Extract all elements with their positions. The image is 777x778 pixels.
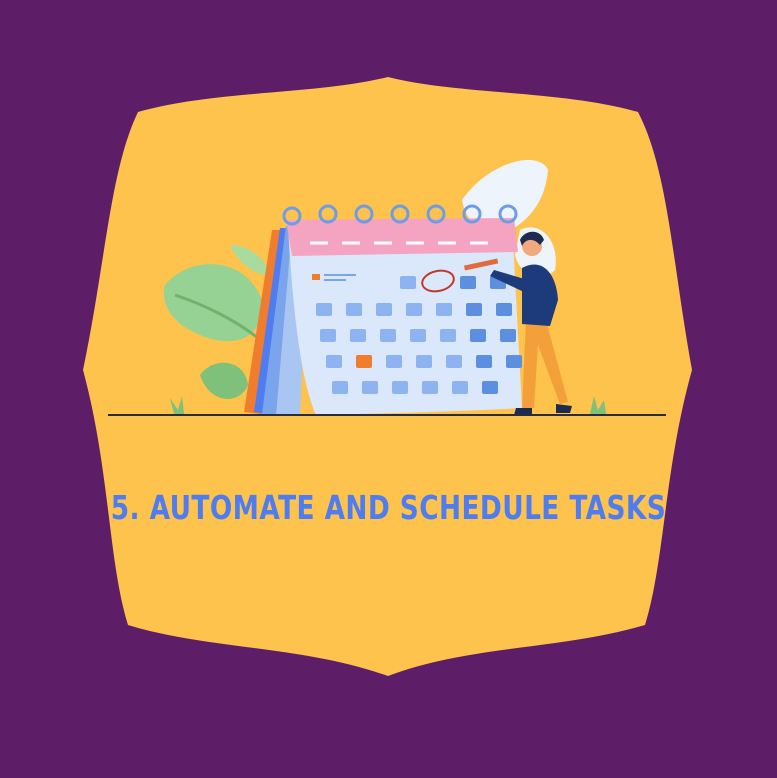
page-title: 5. AUTOMATE AND SCHEDULE TASKS	[110, 488, 667, 527]
calendar-illustration	[244, 204, 522, 416]
grass-icon	[170, 396, 606, 414]
leaf-left-icon	[163, 245, 270, 399]
person-icon	[463, 231, 572, 415]
